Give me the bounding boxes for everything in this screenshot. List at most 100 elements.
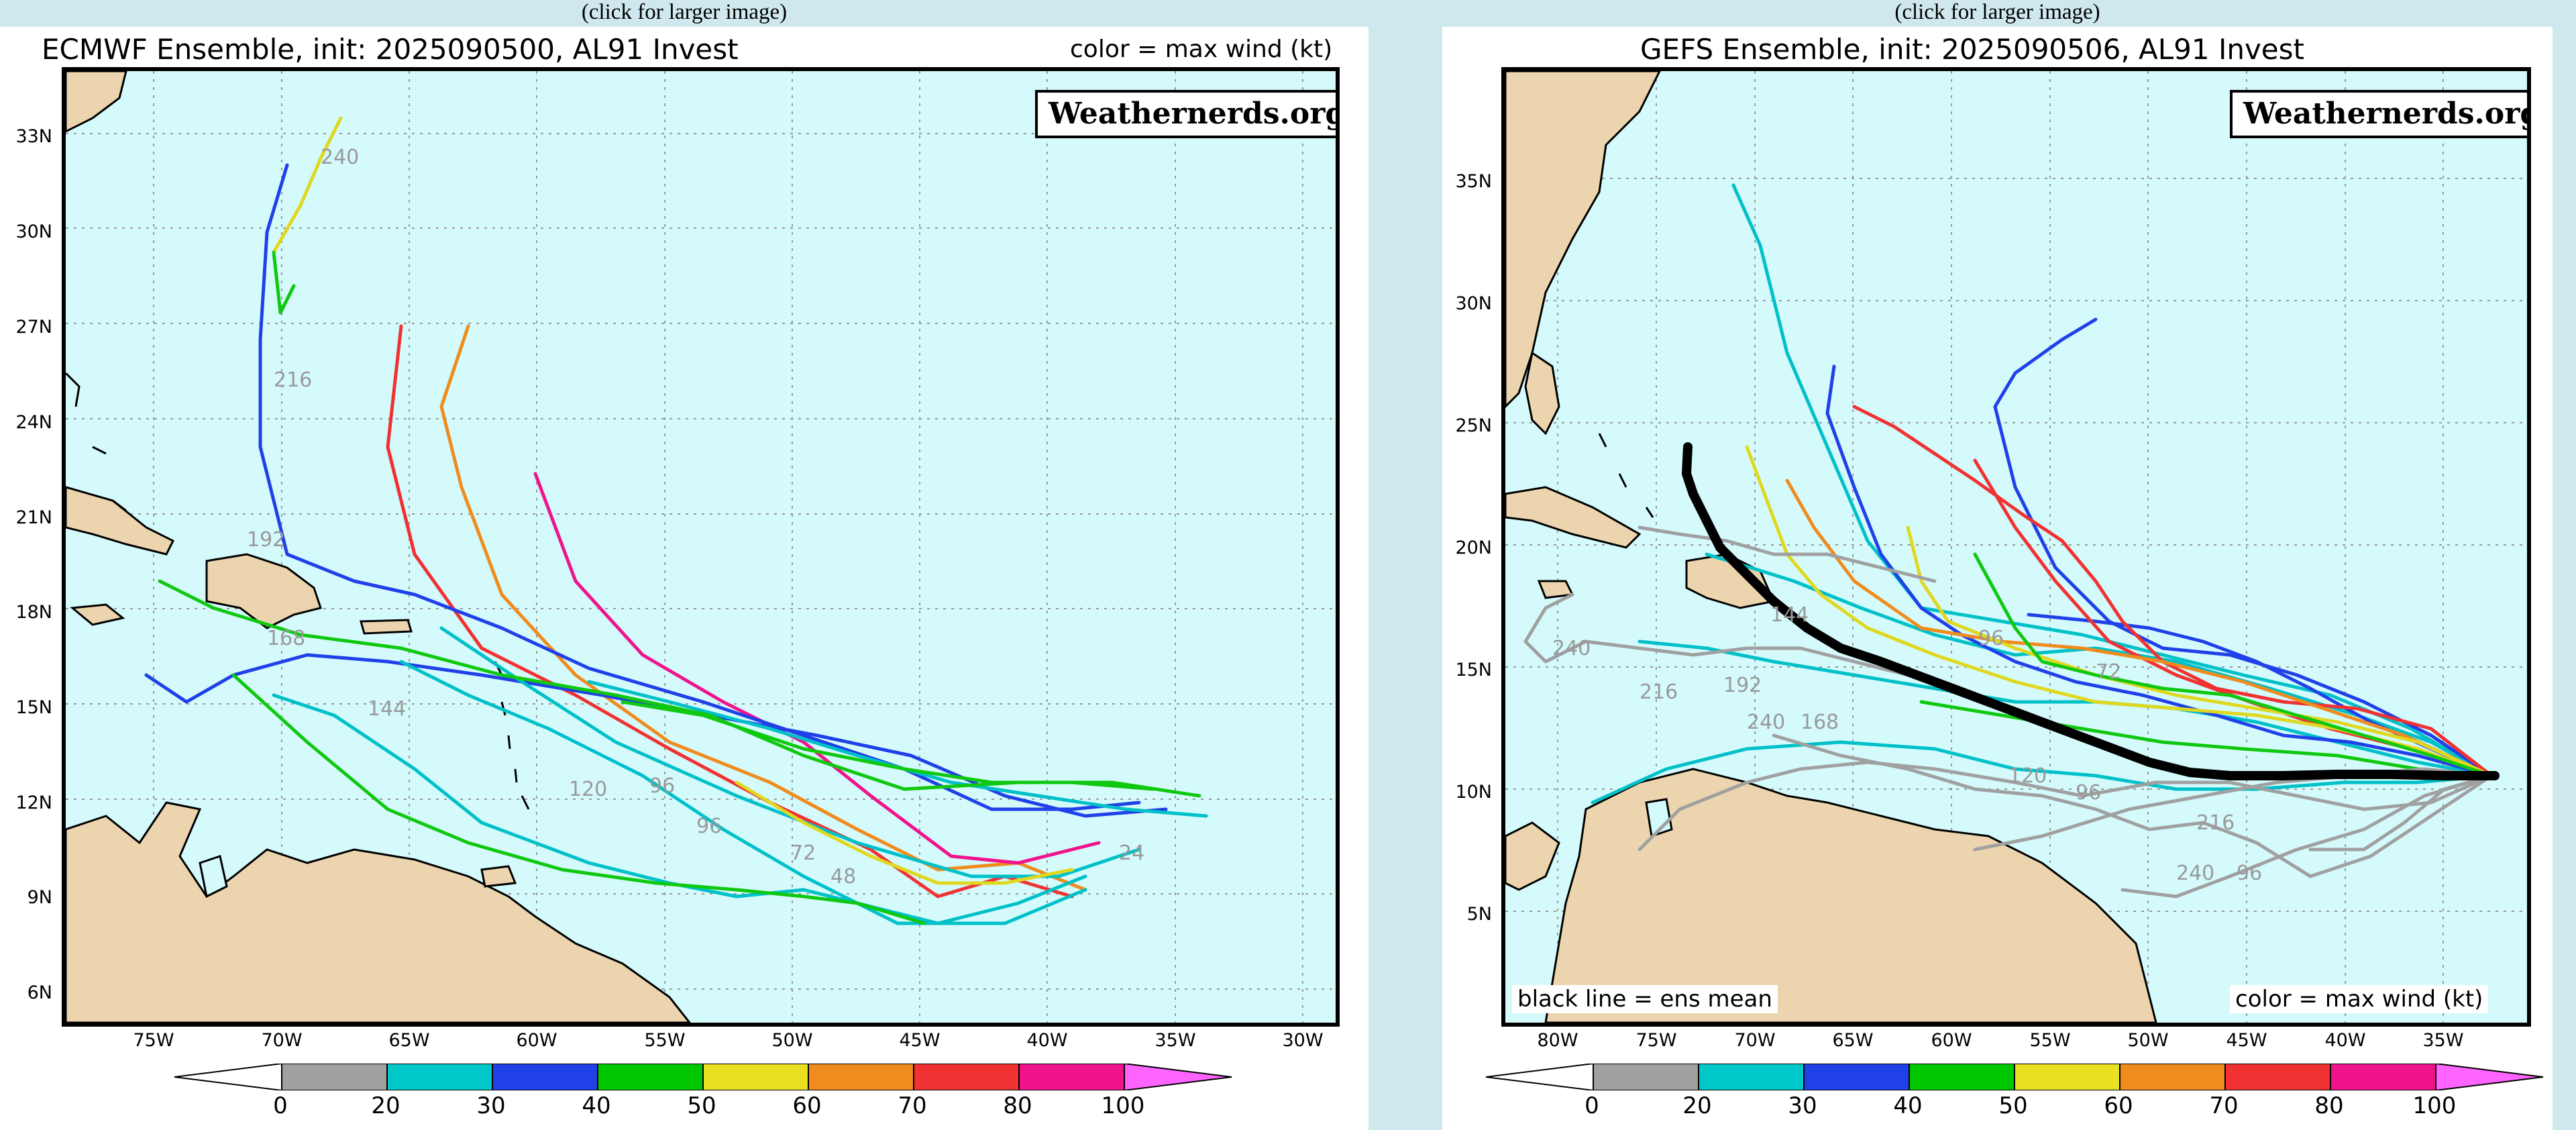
florida-landmass: [1524, 351, 1560, 435]
left-map: 240 216 192 168 144 120 96 96 72 48 24 W…: [62, 67, 1340, 1027]
ensemble-track: [621, 700, 1155, 791]
cuba-landmass: [66, 486, 175, 556]
right-land: [1505, 71, 2157, 1023]
left-watermark[interactable]: Weathernerds.org: [1035, 90, 1336, 138]
colorbar-segment: [2330, 1064, 2436, 1090]
lake-maracaibo: [1645, 798, 1673, 837]
ensemble-mean-track: [1682, 442, 2500, 780]
hour-label: 216: [1640, 680, 1678, 704]
left-land: [66, 71, 691, 1023]
colorbar-segment: [1698, 1064, 1805, 1090]
right-mean-note: black line = ens mean: [1512, 985, 1778, 1013]
ensemble-track: [386, 324, 1074, 898]
hour-label: 240: [321, 146, 359, 169]
ensemble-track: [1825, 364, 2493, 778]
ensemble-track: [1772, 733, 2493, 878]
ensemble-track: [1591, 740, 2493, 805]
lon-label: 75W: [1635, 1030, 1677, 1051]
left-figure[interactable]: ECMWF Ensemble, init: 2025090500, AL91 I…: [0, 27, 1368, 1130]
lon-label: 40W: [1026, 1030, 1068, 1051]
hour-label: 96: [2237, 862, 2262, 885]
colorbar-label: 80: [2314, 1092, 2344, 1119]
right-panel: (click for larger image) GEFS Ensemble, …: [1442, 0, 2553, 1130]
hour-label: 72: [2096, 660, 2121, 684]
colorbar-segment: [1018, 1064, 1125, 1090]
ensemble-track: [1973, 552, 2493, 778]
colorbar-label: 40: [582, 1092, 611, 1119]
hour-label: 168: [267, 627, 305, 650]
right-hour-labels: 240 216 192 240 168 144 96 72 240 96 216…: [1552, 603, 2262, 885]
hour-label: 168: [1801, 711, 1839, 734]
ensemble-track: [1638, 525, 1937, 583]
ensemble-track: [258, 163, 1141, 811]
right-figure[interactable]: GEFS Ensemble, init: 2025090506, AL91 In…: [1442, 27, 2553, 1130]
colorbar-segment: [702, 1064, 809, 1090]
lon-label: 80W: [1537, 1030, 1578, 1051]
lat-label: 5N: [1466, 904, 1492, 925]
colorbar-label: 70: [2209, 1092, 2239, 1119]
hour-label: 216: [274, 368, 312, 392]
lon-label: 40W: [2324, 1030, 2366, 1051]
hour-label: 120: [2008, 764, 2047, 788]
lon-label: 55W: [644, 1030, 686, 1051]
lat-label: 21N: [15, 507, 52, 528]
florida-tip: [66, 71, 127, 133]
hour-label: 96: [696, 815, 722, 838]
lake-maracaibo: [199, 855, 228, 898]
lat-label: 27N: [15, 317, 52, 338]
hispaniola-landmass: [205, 553, 322, 629]
colorbar-label: 80: [1003, 1092, 1032, 1119]
colorbar-label: 70: [898, 1092, 927, 1119]
colorbar-label: 60: [792, 1092, 822, 1119]
hour-label: 240: [2176, 862, 2214, 885]
lon-label: 65W: [1832, 1030, 1874, 1051]
ensemble-track: [1785, 478, 2493, 778]
right-legend-note: color = max wind (kt): [2230, 985, 2489, 1013]
hour-label: 216: [2196, 811, 2235, 835]
lat-label: 20N: [1455, 537, 1492, 558]
colorbar-label: 50: [687, 1092, 716, 1119]
ensemble-track: [1906, 525, 2493, 778]
hour-label: 192: [1723, 674, 1762, 697]
hour-label: 240: [1552, 637, 1591, 660]
lon-label: 35W: [1155, 1030, 1196, 1051]
colorbar-label: 60: [2104, 1092, 2133, 1119]
ensemble-track: [735, 780, 1074, 885]
lon-label: 30W: [1282, 1030, 1324, 1051]
colorbar-segment: [913, 1064, 1020, 1090]
lon-label: 50W: [771, 1030, 813, 1051]
ensemble-track: [2308, 774, 2493, 852]
ensemble-track: [272, 250, 296, 315]
ensemble-track: [1731, 183, 2493, 778]
lat-label: 15N: [1455, 660, 1492, 680]
bahamas-islands: [1598, 433, 1654, 518]
left-title: ECMWF Ensemble, init: 2025090500, AL91 I…: [42, 33, 739, 66]
colorbar-label: 100: [2412, 1092, 2457, 1119]
colorbar-segment: [174, 1064, 282, 1090]
lat-label: 18N: [15, 602, 52, 623]
ensemble-track: [439, 324, 1087, 892]
right-watermark[interactable]: Weathernerds.org: [2230, 90, 2527, 138]
colorbar-label: 100: [1101, 1092, 1145, 1119]
colorbar-svg: [174, 1064, 1232, 1090]
puerto-rico-landmass: [360, 619, 413, 635]
lon-label: 50W: [2127, 1030, 2169, 1051]
colorbar-label: 30: [476, 1092, 506, 1119]
hour-label: 144: [1770, 603, 1809, 627]
lon-label: 35W: [2422, 1030, 2464, 1051]
right-caption[interactable]: (click for larger image): [1894, 0, 2100, 24]
colorbar-segment: [2119, 1064, 2226, 1090]
left-caption[interactable]: (click for larger image): [581, 0, 788, 24]
right-colorbar: [1486, 1064, 2546, 1090]
lon-label: 70W: [261, 1030, 303, 1051]
ensemble-track: [158, 579, 1201, 798]
colorbar-segment: [808, 1064, 914, 1090]
ensemble-track: [399, 660, 1087, 925]
lon-label: 45W: [899, 1030, 941, 1051]
ensemble-track: [533, 472, 1101, 865]
colorbar-segment: [281, 1064, 388, 1090]
lat-label: 30N: [1455, 293, 1492, 314]
right-map-svg: 240 216 192 240 168 144 96 72 240 96 216…: [1505, 71, 2527, 1023]
trinidad-landmass: [480, 865, 517, 888]
lon-label: 70W: [1734, 1030, 1776, 1051]
